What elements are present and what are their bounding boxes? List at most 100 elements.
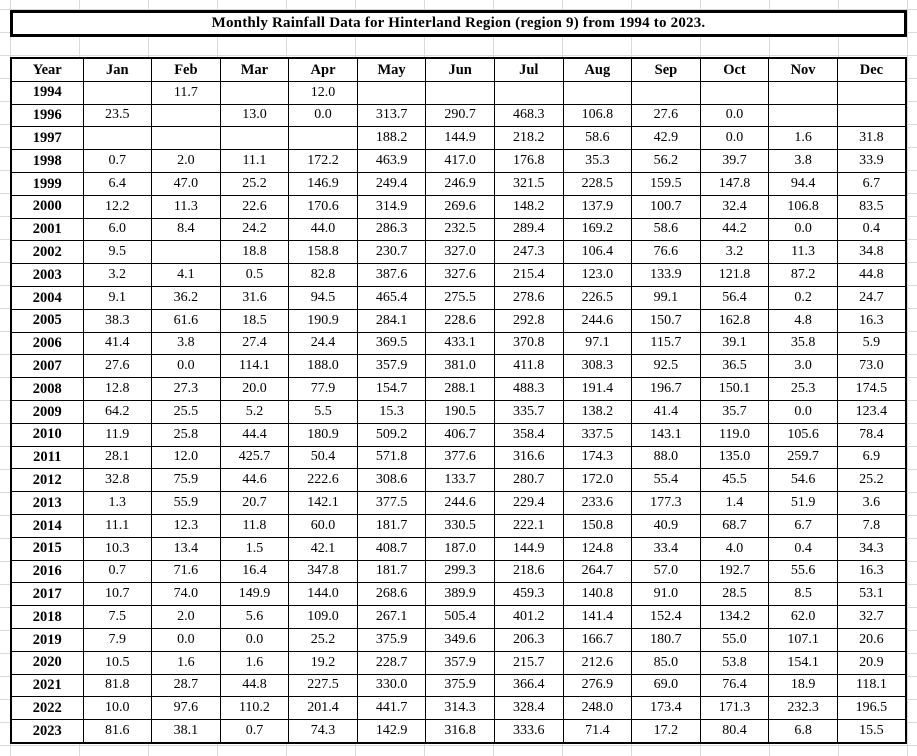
rainfall-cell-aug[interactable]: 71.4: [562, 719, 633, 744]
year-cell[interactable]: 1997: [10, 126, 84, 151]
rainfall-cell-dec[interactable]: 123.4: [836, 399, 907, 424]
rainfall-cell-may[interactable]: 330.0: [356, 673, 427, 698]
rainfall-cell-aug[interactable]: 35.3: [562, 149, 633, 173]
rainfall-cell-jul[interactable]: 459.3: [493, 582, 564, 607]
rainfall-cell-sep[interactable]: 115.7: [631, 331, 701, 356]
rainfall-cell-jul[interactable]: 370.8: [493, 331, 564, 356]
rainfall-cell-feb[interactable]: 25.8: [151, 422, 221, 447]
rainfall-cell-oct[interactable]: 45.5: [699, 468, 770, 493]
rainfall-cell-feb[interactable]: [151, 240, 221, 265]
rainfall-cell-may[interactable]: 313.7: [356, 103, 427, 128]
rainfall-cell-mar[interactable]: 24.2: [219, 217, 290, 242]
rainfall-cell-feb[interactable]: 13.4: [151, 536, 221, 561]
rainfall-cell-jan[interactable]: 11.1: [82, 513, 153, 538]
rainfall-cell-apr[interactable]: 146.9: [288, 171, 358, 196]
rainfall-cell-mar[interactable]: 13.0: [219, 103, 290, 128]
rainfall-cell-dec[interactable]: 33.9: [836, 149, 907, 173]
rainfall-cell-jun[interactable]: 144.9: [425, 126, 495, 151]
rainfall-cell-jun[interactable]: 232.5: [425, 217, 495, 242]
rainfall-cell-nov[interactable]: 3.0: [768, 354, 838, 379]
rainfall-cell-may[interactable]: 286.3: [356, 217, 427, 242]
rainfall-cell-dec[interactable]: 6.7: [836, 171, 907, 196]
year-cell[interactable]: 2023: [10, 719, 84, 744]
rainfall-cell-dec[interactable]: 118.1: [836, 673, 907, 698]
rainfall-cell-jan[interactable]: 0.7: [82, 559, 153, 584]
rainfall-cell-feb[interactable]: 12.3: [151, 513, 221, 538]
rainfall-cell-nov[interactable]: 259.7: [768, 445, 838, 470]
rainfall-cell-dec[interactable]: 24.7: [836, 285, 907, 310]
rainfall-cell-dec[interactable]: 78.4: [836, 422, 907, 447]
rainfall-cell-oct[interactable]: 56.4: [699, 285, 770, 310]
rainfall-cell-may[interactable]: 375.9: [356, 627, 427, 652]
year-cell[interactable]: 2009: [10, 399, 84, 424]
rainfall-cell-nov[interactable]: 0.0: [768, 217, 838, 242]
rainfall-cell-jul[interactable]: 218.2: [493, 126, 564, 151]
rainfall-cell-oct[interactable]: 135.0: [699, 445, 770, 470]
rainfall-cell-aug[interactable]: 226.5: [562, 285, 633, 310]
rainfall-cell-jun[interactable]: 269.6: [425, 194, 495, 219]
rainfall-cell-apr[interactable]: 94.5: [288, 285, 358, 310]
rainfall-cell-jun[interactable]: 316.8: [425, 719, 495, 744]
rainfall-cell-sep[interactable]: 57.0: [631, 559, 701, 584]
rainfall-cell-dec[interactable]: 16.3: [836, 559, 907, 584]
rainfall-cell-nov[interactable]: 54.6: [768, 468, 838, 493]
rainfall-cell-sep[interactable]: 143.1: [631, 422, 701, 447]
rainfall-cell-oct[interactable]: 134.2: [699, 605, 770, 629]
rainfall-cell-oct[interactable]: 1.4: [699, 491, 770, 515]
rainfall-cell-apr[interactable]: 142.1: [288, 491, 358, 515]
year-cell[interactable]: 2013: [10, 491, 84, 515]
rainfall-cell-apr[interactable]: 201.4: [288, 696, 358, 721]
rainfall-cell-jan[interactable]: 12.8: [82, 377, 153, 401]
rainfall-cell-nov[interactable]: 35.8: [768, 331, 838, 356]
rainfall-cell-jul[interactable]: 148.2: [493, 194, 564, 219]
rainfall-cell-oct[interactable]: [699, 80, 770, 105]
column-header-jan[interactable]: Jan: [82, 57, 153, 82]
rainfall-cell-oct[interactable]: 68.7: [699, 513, 770, 538]
rainfall-cell-apr[interactable]: 25.2: [288, 627, 358, 652]
rainfall-cell-oct[interactable]: 0.0: [699, 126, 770, 151]
rainfall-cell-may[interactable]: 284.1: [356, 308, 427, 333]
rainfall-cell-sep[interactable]: 159.5: [631, 171, 701, 196]
rainfall-cell-mar[interactable]: 44.8: [219, 673, 290, 698]
rainfall-cell-feb[interactable]: 2.0: [151, 149, 221, 173]
rainfall-cell-nov[interactable]: 0.2: [768, 285, 838, 310]
rainfall-cell-sep[interactable]: 40.9: [631, 513, 701, 538]
rainfall-cell-jul[interactable]: 222.1: [493, 513, 564, 538]
rainfall-cell-feb[interactable]: 25.5: [151, 399, 221, 424]
rainfall-cell-jun[interactable]: 349.6: [425, 627, 495, 652]
column-header-sep[interactable]: Sep: [631, 57, 701, 82]
rainfall-cell-jul[interactable]: 333.6: [493, 719, 564, 744]
rainfall-cell-may[interactable]: 314.9: [356, 194, 427, 219]
rainfall-cell-aug[interactable]: 233.6: [562, 491, 633, 515]
rainfall-cell-mar[interactable]: 114.1: [219, 354, 290, 379]
year-cell[interactable]: 2003: [10, 263, 84, 287]
rainfall-cell-dec[interactable]: 5.9: [836, 331, 907, 356]
rainfall-cell-jun[interactable]: 417.0: [425, 149, 495, 173]
rainfall-cell-may[interactable]: 387.6: [356, 263, 427, 287]
rainfall-cell-sep[interactable]: 27.6: [631, 103, 701, 128]
rainfall-cell-jun[interactable]: 288.1: [425, 377, 495, 401]
rainfall-cell-may[interactable]: [356, 80, 427, 105]
rainfall-cell-aug[interactable]: 337.5: [562, 422, 633, 447]
rainfall-cell-apr[interactable]: 82.8: [288, 263, 358, 287]
rainfall-cell-jan[interactable]: 3.2: [82, 263, 153, 287]
column-header-dec[interactable]: Dec: [836, 57, 907, 82]
rainfall-cell-nov[interactable]: 0.4: [768, 536, 838, 561]
rainfall-cell-may[interactable]: 463.9: [356, 149, 427, 173]
rainfall-cell-dec[interactable]: 53.1: [836, 582, 907, 607]
rainfall-cell-sep[interactable]: 76.6: [631, 240, 701, 265]
rainfall-cell-nov[interactable]: 232.3: [768, 696, 838, 721]
rainfall-cell-sep[interactable]: 17.2: [631, 719, 701, 744]
column-header-feb[interactable]: Feb: [151, 57, 221, 82]
rainfall-cell-nov[interactable]: 51.9: [768, 491, 838, 515]
rainfall-cell-jan[interactable]: 23.5: [82, 103, 153, 128]
rainfall-cell-oct[interactable]: 32.4: [699, 194, 770, 219]
rainfall-cell-nov[interactable]: 62.0: [768, 605, 838, 629]
rainfall-cell-dec[interactable]: 16.3: [836, 308, 907, 333]
rainfall-cell-aug[interactable]: 174.3: [562, 445, 633, 470]
rainfall-cell-jan[interactable]: 10.0: [82, 696, 153, 721]
rainfall-cell-dec[interactable]: [836, 103, 907, 128]
column-header-nov[interactable]: Nov: [768, 57, 838, 82]
rainfall-cell-sep[interactable]: 55.4: [631, 468, 701, 493]
year-cell[interactable]: 2000: [10, 194, 84, 219]
